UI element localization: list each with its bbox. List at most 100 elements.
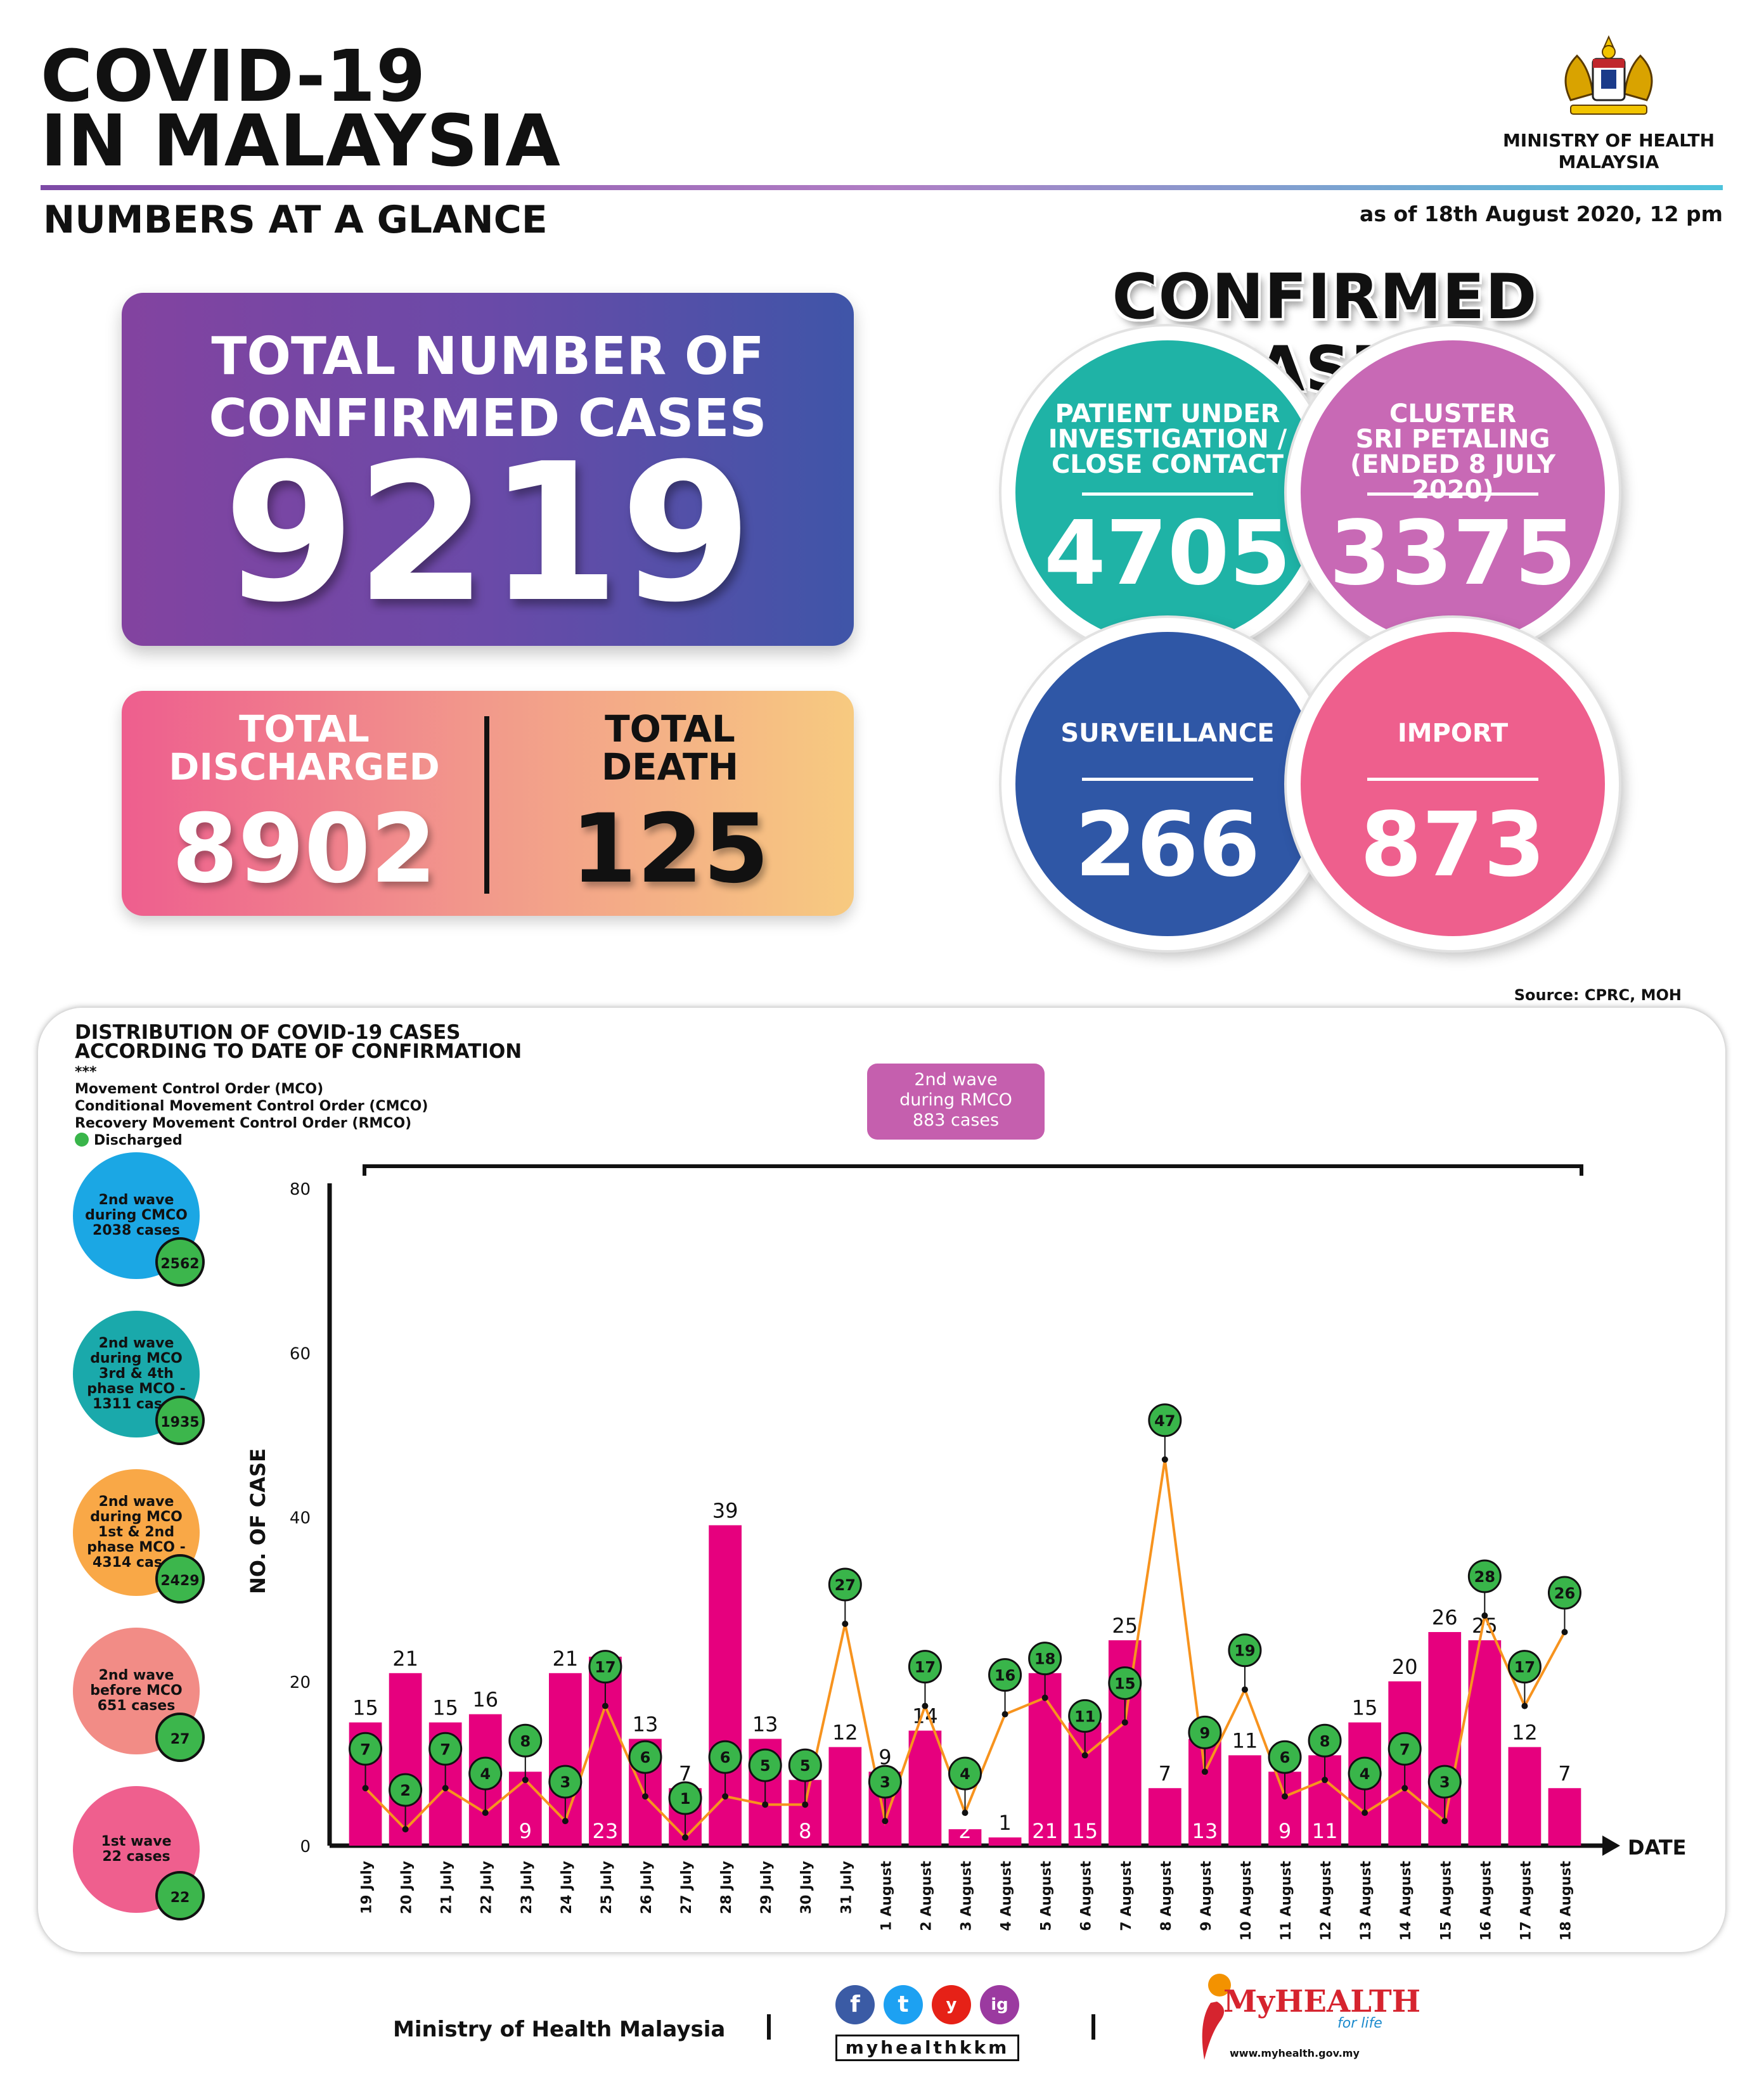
discharged-value-label: 28 [1474,1568,1495,1586]
discharged-badge [748,1748,782,1782]
discharged-point [1121,1719,1128,1726]
total-confirmed-label-line-1: TOTAL NUMBER OF [211,326,764,387]
x-tick-label: 6 August [1079,1861,1095,1931]
footer-separator [767,2014,771,2040]
bar-value-label: 2 [958,1819,971,1843]
discharged-point [362,1785,369,1792]
discharged-point [1561,1628,1568,1635]
bar-value-label: 21 [392,1647,418,1671]
bar [1548,1788,1581,1846]
instagram-icon[interactable]: ig [980,1985,1019,2024]
discharged-value-label: 47 [1154,1412,1175,1430]
x-tick-label: 1 August [879,1861,894,1931]
bar [1148,1788,1181,1846]
discharged-value-label: 7 [440,1740,451,1758]
wave-line: during CMCO [85,1207,188,1223]
chart-heading-line-1: DISTRIBUTION OF COVID-19 CASES [75,1021,461,1044]
pui-rule [1082,492,1253,496]
cluster-label: CLUSTER SRI PETALING (ENDED 8 JULY 2020) [1313,401,1592,503]
cluster-label-line-1: CLUSTER [1389,399,1517,428]
discharged-badge [948,1756,982,1791]
footer-separator [1091,2014,1095,2040]
discharged-value-label: 2 [400,1782,411,1799]
discharged-badge [1148,1403,1182,1437]
discharged-badge [1427,1765,1462,1799]
discharged-badge [1308,1723,1342,1758]
bar-value-label: 20 [1392,1655,1418,1679]
bar-value-label: 26 [1432,1605,1458,1630]
discharged-badge [628,1740,662,1774]
discharged-value-label: 26 [1554,1585,1575,1602]
discharged-point [762,1801,769,1808]
death-label-line-2: DEATH [601,745,739,788]
cluster-label-line-3: (ENDED 8 JULY 2020) [1349,450,1556,505]
wave-circle-cmco: 2nd wave during CMCO 2038 cases 2562 [73,1152,205,1287]
discharged-badge [389,1773,423,1807]
wave-line: 2038 cases [93,1223,180,1238]
wave-line: 1st wave [101,1834,172,1849]
discharged-value-label: 17 [595,1659,615,1676]
wave-text: 2nd wave before MCO 651 cases [83,1668,190,1714]
total-confirmed-label-line-2: CONFIRMED CASES [209,389,767,449]
legend-discharged: Discharged [94,1133,183,1148]
legend-cmco: Conditional Movement Control Order (CMCO… [75,1098,428,1114]
bar-value-label: 1 [998,1811,1011,1835]
discharged-point [641,1793,648,1800]
wave-line: phase MCO - [87,1381,186,1397]
social-handle: myhealthkkm [835,2035,1019,2061]
x-tick-label: 27 July [679,1861,695,1914]
discharged-value-label: 7 [1400,1740,1410,1758]
coat-of-arms-icon [1564,35,1653,115]
rmco-box-line-2: during RMCO [899,1090,1012,1110]
discharged-badge [1028,1642,1062,1676]
discharged-value-label: 27 [835,1576,856,1594]
discharged-point [1362,1810,1368,1817]
facebook-icon[interactable]: f [835,1985,875,2024]
discharged-badge [788,1748,822,1782]
bar-value-label: 13 [633,1712,659,1736]
myhealth-brand: MyHEALTH [1223,1984,1421,2019]
bar-value-label: 12 [1512,1720,1538,1744]
chart-legend: *** Movement Control Order (MCO) Conditi… [75,1064,428,1149]
surveillance-rule [1082,778,1253,781]
discharged-badge [668,1781,702,1815]
discharged-badge [1268,1740,1302,1774]
discharged-point [682,1834,689,1841]
x-tick-label: 13 August [1358,1861,1374,1941]
discharged-badge [828,1567,862,1602]
x-tick-label: 10 August [1239,1861,1254,1941]
rmco-wave-box: 2nd wave during RMCO 883 cases [867,1064,1045,1140]
discharged-point [842,1621,849,1628]
header-rule [41,185,1723,190]
discharged-point [802,1801,809,1808]
x-tick-label: 31 July [839,1861,854,1914]
discharged-badge [1387,1732,1422,1766]
discharged-badge [988,1658,1022,1692]
discharged-value-label: 17 [915,1659,936,1676]
discharged-badge [708,1740,742,1774]
discharged-value-label: 18 [1034,1650,1055,1668]
x-tick-label: 23 July [519,1861,535,1914]
discharged-value-label: 19 [1234,1642,1255,1660]
ministry-name: MINISTRY OF HEALTH MALAYSIA [1495,130,1723,173]
twitter-icon[interactable]: t [884,1985,923,2024]
wave-line: 2nd wave [98,1494,174,1510]
discharged-point [1322,1777,1329,1784]
pui-label: PATIENT UNDER INVESTIGATION / CLOSE CONT… [1041,401,1294,477]
death-value: 125 [570,794,769,904]
youtube-icon[interactable]: y [932,1985,971,2024]
discharged-point [1401,1785,1408,1792]
discharged-value-label: 4 [480,1765,491,1783]
myhealth-figure-icon [1202,1974,1231,2060]
as-of-date: as of 18th August 2020, 12 pm [1360,202,1723,226]
discharged-point [1241,1686,1248,1693]
x-axis-title: DATE [1628,1836,1687,1860]
y-tick-label: 20 [290,1673,311,1692]
x-axis-arrow-icon [1602,1836,1620,1856]
bar-value-label: 11 [1312,1819,1338,1843]
wave-text: 1st wave 22 cases [83,1834,190,1865]
x-tick-label: 9 August [1199,1861,1214,1931]
bar [1508,1747,1542,1846]
x-tick-label: 17 August [1518,1861,1534,1941]
discharged-point [482,1810,489,1817]
